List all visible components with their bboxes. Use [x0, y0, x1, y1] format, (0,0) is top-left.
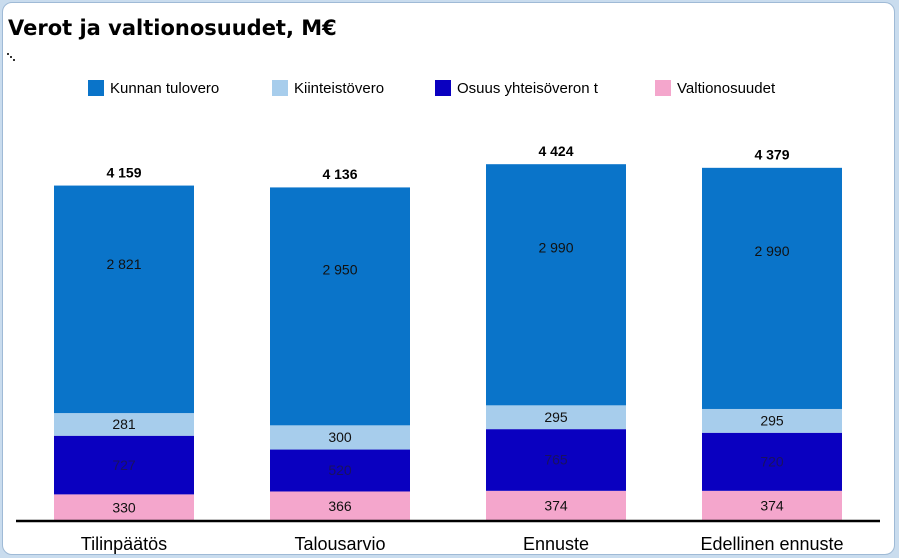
bar-segment — [270, 187, 410, 426]
legend-swatch — [272, 80, 288, 96]
legend-label: Osuus yhteisöveron t — [457, 80, 599, 97]
segment-label: 2 821 — [106, 256, 141, 272]
segment-label: 281 — [112, 416, 136, 432]
legend-swatch — [88, 80, 104, 96]
bar-segment — [270, 491, 410, 521]
bar-segment — [486, 429, 626, 491]
bar-segment — [54, 435, 194, 495]
legend-swatch — [435, 80, 451, 96]
bar-segment — [54, 413, 194, 436]
bar-segment — [702, 432, 842, 491]
x-tick-label: Talousarvio — [294, 534, 385, 554]
legend-swatch — [655, 80, 671, 96]
total-label: 4 136 — [322, 166, 357, 182]
segment-label: 2 950 — [322, 261, 357, 277]
segment-label: 720 — [760, 454, 784, 470]
icon — [7, 53, 15, 61]
x-tick-label: Tilinpäätös — [81, 534, 167, 554]
segment-label: 374 — [544, 498, 568, 514]
segment-label: 295 — [544, 409, 568, 425]
segment-label: 2 990 — [754, 243, 789, 259]
segment-label: 295 — [760, 413, 784, 429]
bar-segment — [270, 449, 410, 492]
legend-label: Valtionosuudet — [677, 80, 776, 97]
bar-segment — [702, 167, 842, 409]
x-tick-label: Edellinen ennuste — [700, 534, 843, 554]
bar-segment — [702, 408, 842, 433]
bar-segment — [486, 164, 626, 406]
segment-label: 300 — [328, 429, 352, 445]
bar-segment — [702, 490, 842, 521]
bar-segment — [54, 494, 194, 521]
total-label: 4 159 — [106, 164, 141, 180]
bar-segment — [54, 185, 194, 414]
chart-title: Verot ja valtionosuudet, M€ — [8, 16, 337, 40]
legend-label: Kiinteistövero — [294, 80, 384, 97]
total-label: 4 424 — [538, 143, 573, 159]
segment-label: 330 — [112, 499, 136, 515]
segment-label: 366 — [328, 498, 352, 514]
segment-label: 2 990 — [538, 239, 573, 255]
segment-label: 727 — [112, 457, 136, 473]
legend-label: Kunnan tulovero — [110, 80, 219, 97]
segment-label: 520 — [328, 462, 352, 478]
bar-segment — [486, 490, 626, 521]
total-label: 4 379 — [754, 147, 789, 163]
segment-label: 765 — [544, 452, 568, 468]
x-tick-label: Ennuste — [523, 534, 589, 554]
bar-segment — [270, 425, 410, 450]
segment-label: 374 — [760, 498, 784, 514]
bar-segment — [486, 405, 626, 430]
